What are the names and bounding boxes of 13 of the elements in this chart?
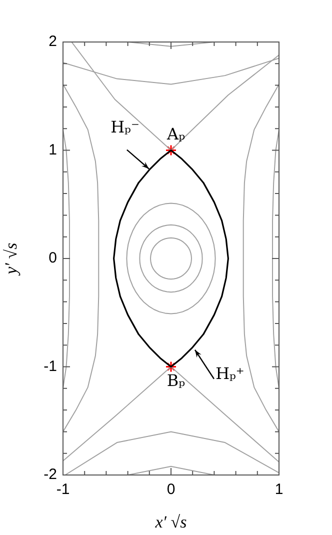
y-tick-label: 0 [48, 250, 57, 267]
y-tick-label: -2 [44, 466, 57, 484]
annotation: Hₚ⁺ [216, 364, 244, 384]
annotation: Aₚ [166, 124, 185, 144]
x-tick-label: 0 [166, 481, 176, 498]
y-tick-label: -1 [44, 358, 57, 375]
y-tick-label: 2 [48, 33, 57, 50]
y-tick-label: 1 [48, 141, 57, 158]
y-axis-title: y′ √s [2, 242, 21, 276]
x-axis-title: x′ √s [154, 512, 188, 532]
annotation: Hₚ⁻ [110, 117, 140, 136]
x-tick-label: 1 [274, 481, 284, 498]
annotation: Bₚ [166, 370, 186, 390]
